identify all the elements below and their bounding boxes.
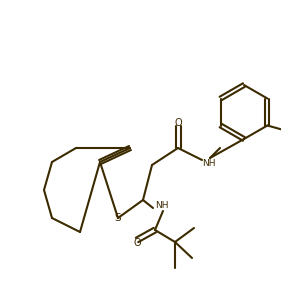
Text: NH: NH — [155, 202, 169, 211]
Text: O: O — [133, 238, 141, 248]
Text: O: O — [174, 118, 182, 128]
Text: S: S — [115, 213, 121, 223]
Text: NH: NH — [202, 158, 216, 168]
